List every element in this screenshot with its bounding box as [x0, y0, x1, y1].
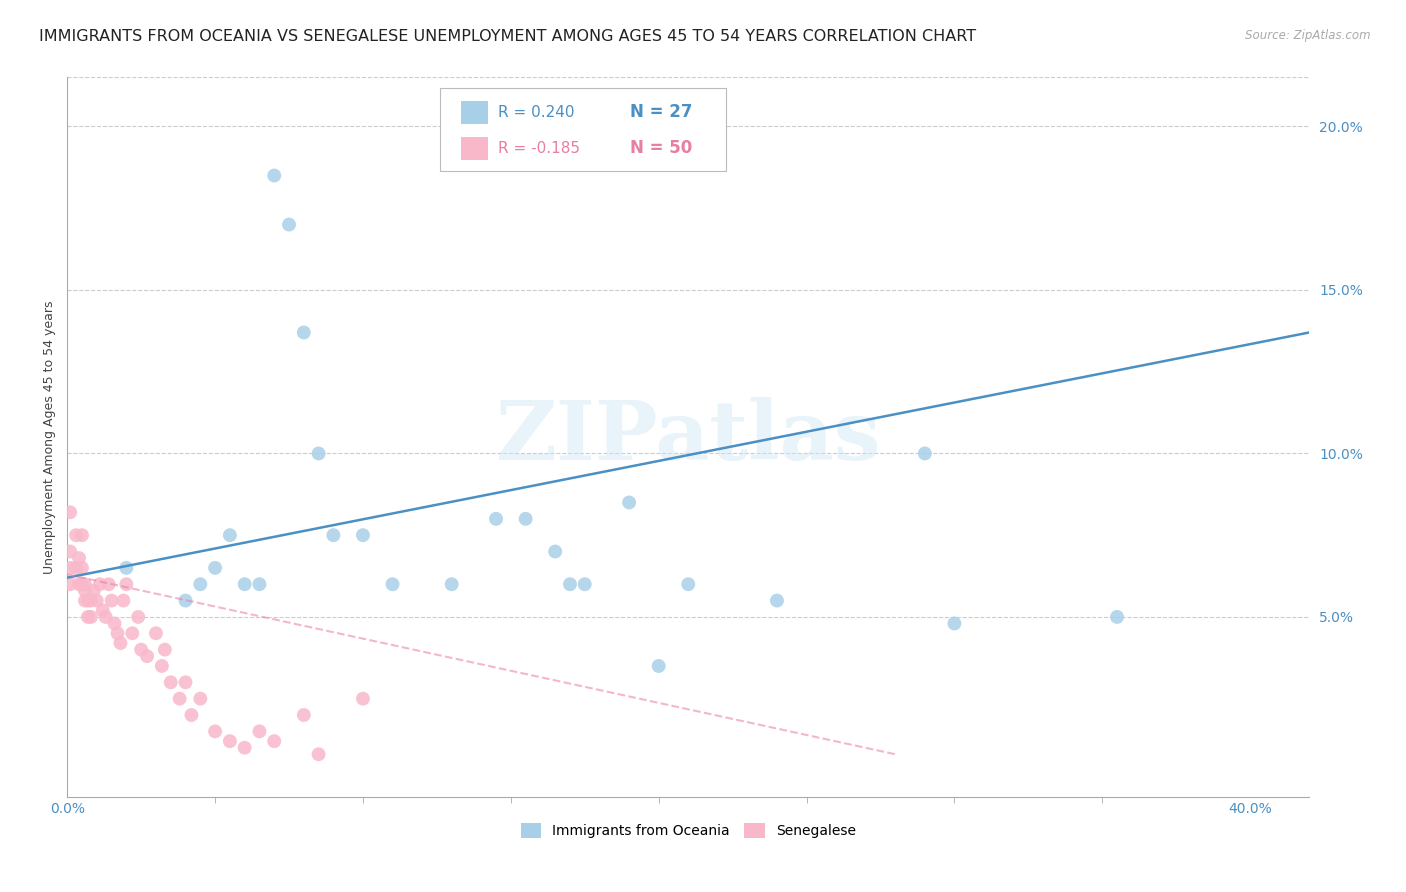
- Point: [914, 446, 936, 460]
- Point: [766, 593, 789, 607]
- Point: [80, 610, 103, 624]
- Point: [70, 528, 93, 542]
- Point: [233, 740, 256, 755]
- Point: [145, 626, 167, 640]
- Text: N = 27: N = 27: [630, 103, 692, 121]
- Point: [188, 691, 211, 706]
- Point: [97, 577, 120, 591]
- Point: [943, 616, 966, 631]
- Text: R = -0.185: R = -0.185: [498, 141, 581, 156]
- Point: [440, 577, 463, 591]
- Point: [73, 583, 96, 598]
- Legend: Immigrants from Oceania, Senegalese: Immigrants from Oceania, Senegalese: [515, 818, 862, 844]
- Point: [59, 505, 82, 519]
- Point: [263, 169, 285, 183]
- Text: R = 0.240: R = 0.240: [498, 104, 575, 120]
- Point: [558, 577, 581, 591]
- Point: [308, 446, 330, 460]
- Point: [89, 577, 111, 591]
- Point: [204, 724, 226, 739]
- Point: [136, 649, 159, 664]
- Text: N = 50: N = 50: [630, 139, 692, 158]
- Point: [218, 528, 240, 542]
- Point: [115, 577, 138, 591]
- Point: [67, 577, 90, 591]
- Text: Source: ZipAtlas.com: Source: ZipAtlas.com: [1246, 29, 1371, 42]
- Y-axis label: Unemployment Among Ages 45 to 54 years: Unemployment Among Ages 45 to 54 years: [44, 301, 56, 574]
- Point: [381, 577, 404, 591]
- Point: [174, 675, 197, 690]
- Point: [263, 734, 285, 748]
- Point: [678, 577, 700, 591]
- Point: [65, 561, 87, 575]
- Point: [153, 642, 176, 657]
- Bar: [461, 137, 488, 160]
- Point: [249, 577, 271, 591]
- Point: [544, 544, 567, 558]
- Point: [77, 610, 100, 624]
- Point: [352, 528, 374, 542]
- Point: [115, 561, 138, 575]
- Point: [121, 626, 143, 640]
- Point: [70, 577, 93, 591]
- Point: [292, 326, 315, 340]
- Point: [91, 603, 114, 617]
- Point: [70, 561, 93, 575]
- Point: [83, 583, 105, 598]
- Point: [59, 544, 82, 558]
- Point: [204, 561, 226, 575]
- Point: [100, 593, 122, 607]
- Point: [292, 708, 315, 723]
- Point: [1105, 610, 1128, 624]
- Text: ZIPatlas: ZIPatlas: [495, 397, 882, 477]
- Point: [617, 495, 640, 509]
- Point: [67, 551, 90, 566]
- Point: [159, 675, 181, 690]
- Point: [169, 691, 191, 706]
- Point: [308, 747, 330, 762]
- Text: IMMIGRANTS FROM OCEANIA VS SENEGALESE UNEMPLOYMENT AMONG AGES 45 TO 54 YEARS COR: IMMIGRANTS FROM OCEANIA VS SENEGALESE UN…: [39, 29, 977, 44]
- Bar: [461, 101, 488, 124]
- Point: [233, 577, 256, 591]
- Point: [129, 642, 152, 657]
- Point: [180, 708, 202, 723]
- FancyBboxPatch shape: [440, 88, 725, 171]
- Point: [574, 577, 596, 591]
- Point: [352, 691, 374, 706]
- Point: [127, 610, 149, 624]
- Point: [73, 593, 96, 607]
- Point: [65, 528, 87, 542]
- Point: [59, 561, 82, 575]
- Point: [249, 724, 271, 739]
- Point: [515, 512, 537, 526]
- Point: [80, 593, 103, 607]
- Point: [322, 528, 344, 542]
- Point: [188, 577, 211, 591]
- Point: [94, 610, 117, 624]
- Point: [86, 593, 108, 607]
- Point: [647, 659, 669, 673]
- Point: [218, 734, 240, 748]
- Point: [174, 593, 197, 607]
- Point: [485, 512, 508, 526]
- Point: [112, 593, 135, 607]
- Point: [73, 577, 96, 591]
- Point: [150, 659, 173, 673]
- Point: [107, 626, 129, 640]
- Point: [110, 636, 132, 650]
- Point: [77, 593, 100, 607]
- Point: [103, 616, 125, 631]
- Point: [59, 577, 82, 591]
- Point: [278, 218, 301, 232]
